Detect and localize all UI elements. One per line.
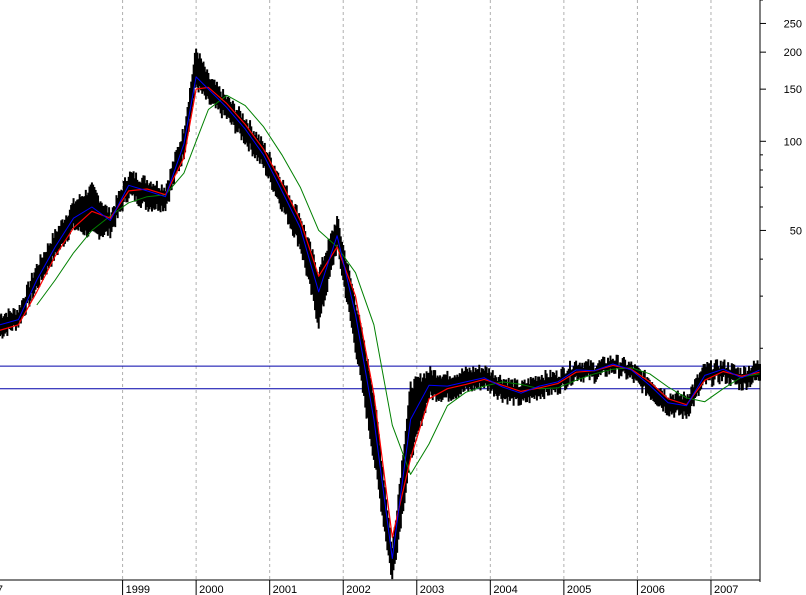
x-tick-label: 2002 bbox=[346, 584, 370, 595]
y-axis: 250 200 150 100 50 bbox=[760, 0, 802, 349]
y-tick-label: 50 bbox=[790, 225, 802, 237]
moving-average-mid-line bbox=[0, 86, 761, 538]
x-tick-label: 2007 bbox=[714, 584, 738, 595]
x-axis: 1997 1999 2000 2001 2002 2003 2004 2005 2006 2007 bbox=[0, 580, 738, 595]
x-tick-label: 1999 bbox=[126, 584, 150, 595]
moving-average-short-line bbox=[0, 76, 761, 559]
x-tick-label: 2003 bbox=[420, 584, 444, 595]
y-tick-label: 200 bbox=[784, 47, 802, 59]
x-tick-label: 2005 bbox=[567, 584, 591, 595]
y-tick-label: 250 bbox=[784, 18, 802, 30]
moving-average-long-line bbox=[36, 94, 761, 475]
y-tick-label: 150 bbox=[784, 84, 802, 96]
x-tick-label: 1997 bbox=[0, 584, 3, 595]
series-layer bbox=[0, 48, 761, 580]
vertical-grid bbox=[122, 0, 712, 580]
price-bars bbox=[0, 48, 761, 580]
x-tick-label: 2001 bbox=[273, 584, 297, 595]
y-tick-label: 100 bbox=[784, 136, 802, 148]
x-tick-label: 2006 bbox=[640, 584, 664, 595]
x-tick-label: 2004 bbox=[493, 584, 517, 595]
x-tick-label: 2000 bbox=[199, 584, 223, 595]
